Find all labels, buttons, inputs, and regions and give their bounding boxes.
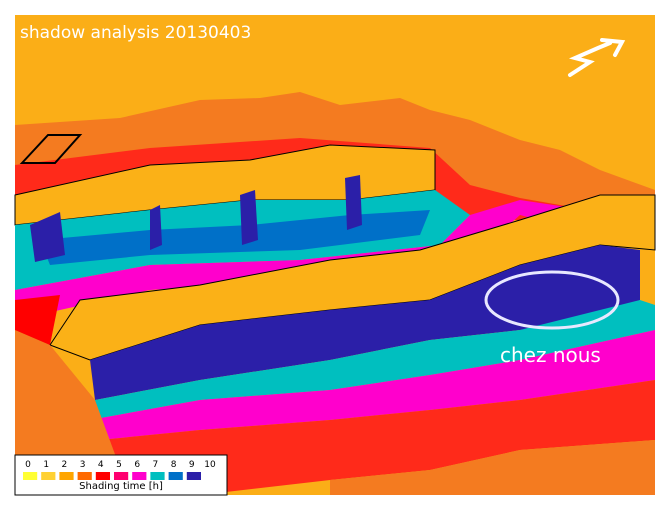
wall (240, 190, 258, 245)
wall (150, 205, 162, 250)
legend-tick: 6 (134, 460, 140, 470)
title: shadow analysis 20130403 (20, 23, 251, 43)
legend-tick: 4 (98, 460, 104, 470)
shade-zone (90, 330, 655, 440)
legend-tick: 0 (25, 460, 31, 470)
legend-swatch (41, 472, 56, 480)
legend-tick: 8 (171, 460, 177, 470)
legend-swatch (77, 472, 92, 480)
legend-swatch (114, 472, 129, 480)
shade-zone (40, 210, 430, 265)
legend-tick: 7 (153, 460, 159, 470)
legend-swatch (150, 472, 165, 480)
legend-swatch (132, 472, 147, 480)
legend-swatch (23, 472, 38, 480)
legend-swatch (95, 472, 110, 480)
terrain-band (330, 440, 655, 495)
wall (90, 245, 640, 400)
shade-zone (90, 300, 655, 420)
legend-tick: 2 (62, 460, 68, 470)
terrain-band (15, 92, 655, 230)
highlight-ellipse (484, 270, 620, 330)
wall (345, 175, 362, 230)
annotation: chez nous (500, 343, 601, 367)
legend-tick: 10 (204, 460, 216, 470)
legend-tick: 3 (80, 460, 86, 470)
legend-swatch (59, 472, 74, 480)
building-outline (19, 134, 83, 164)
terrain-band (15, 330, 130, 495)
legend-tick: 1 (43, 460, 49, 470)
legend-tick: 5 (116, 460, 122, 470)
legend-swatch (186, 472, 201, 480)
legend-tick: 9 (189, 460, 195, 470)
wall (30, 212, 65, 262)
terrain-band (100, 380, 655, 495)
legend-swatch (168, 472, 183, 480)
legend-label: Shading time [h] (79, 481, 163, 492)
north-arrow (568, 38, 626, 77)
